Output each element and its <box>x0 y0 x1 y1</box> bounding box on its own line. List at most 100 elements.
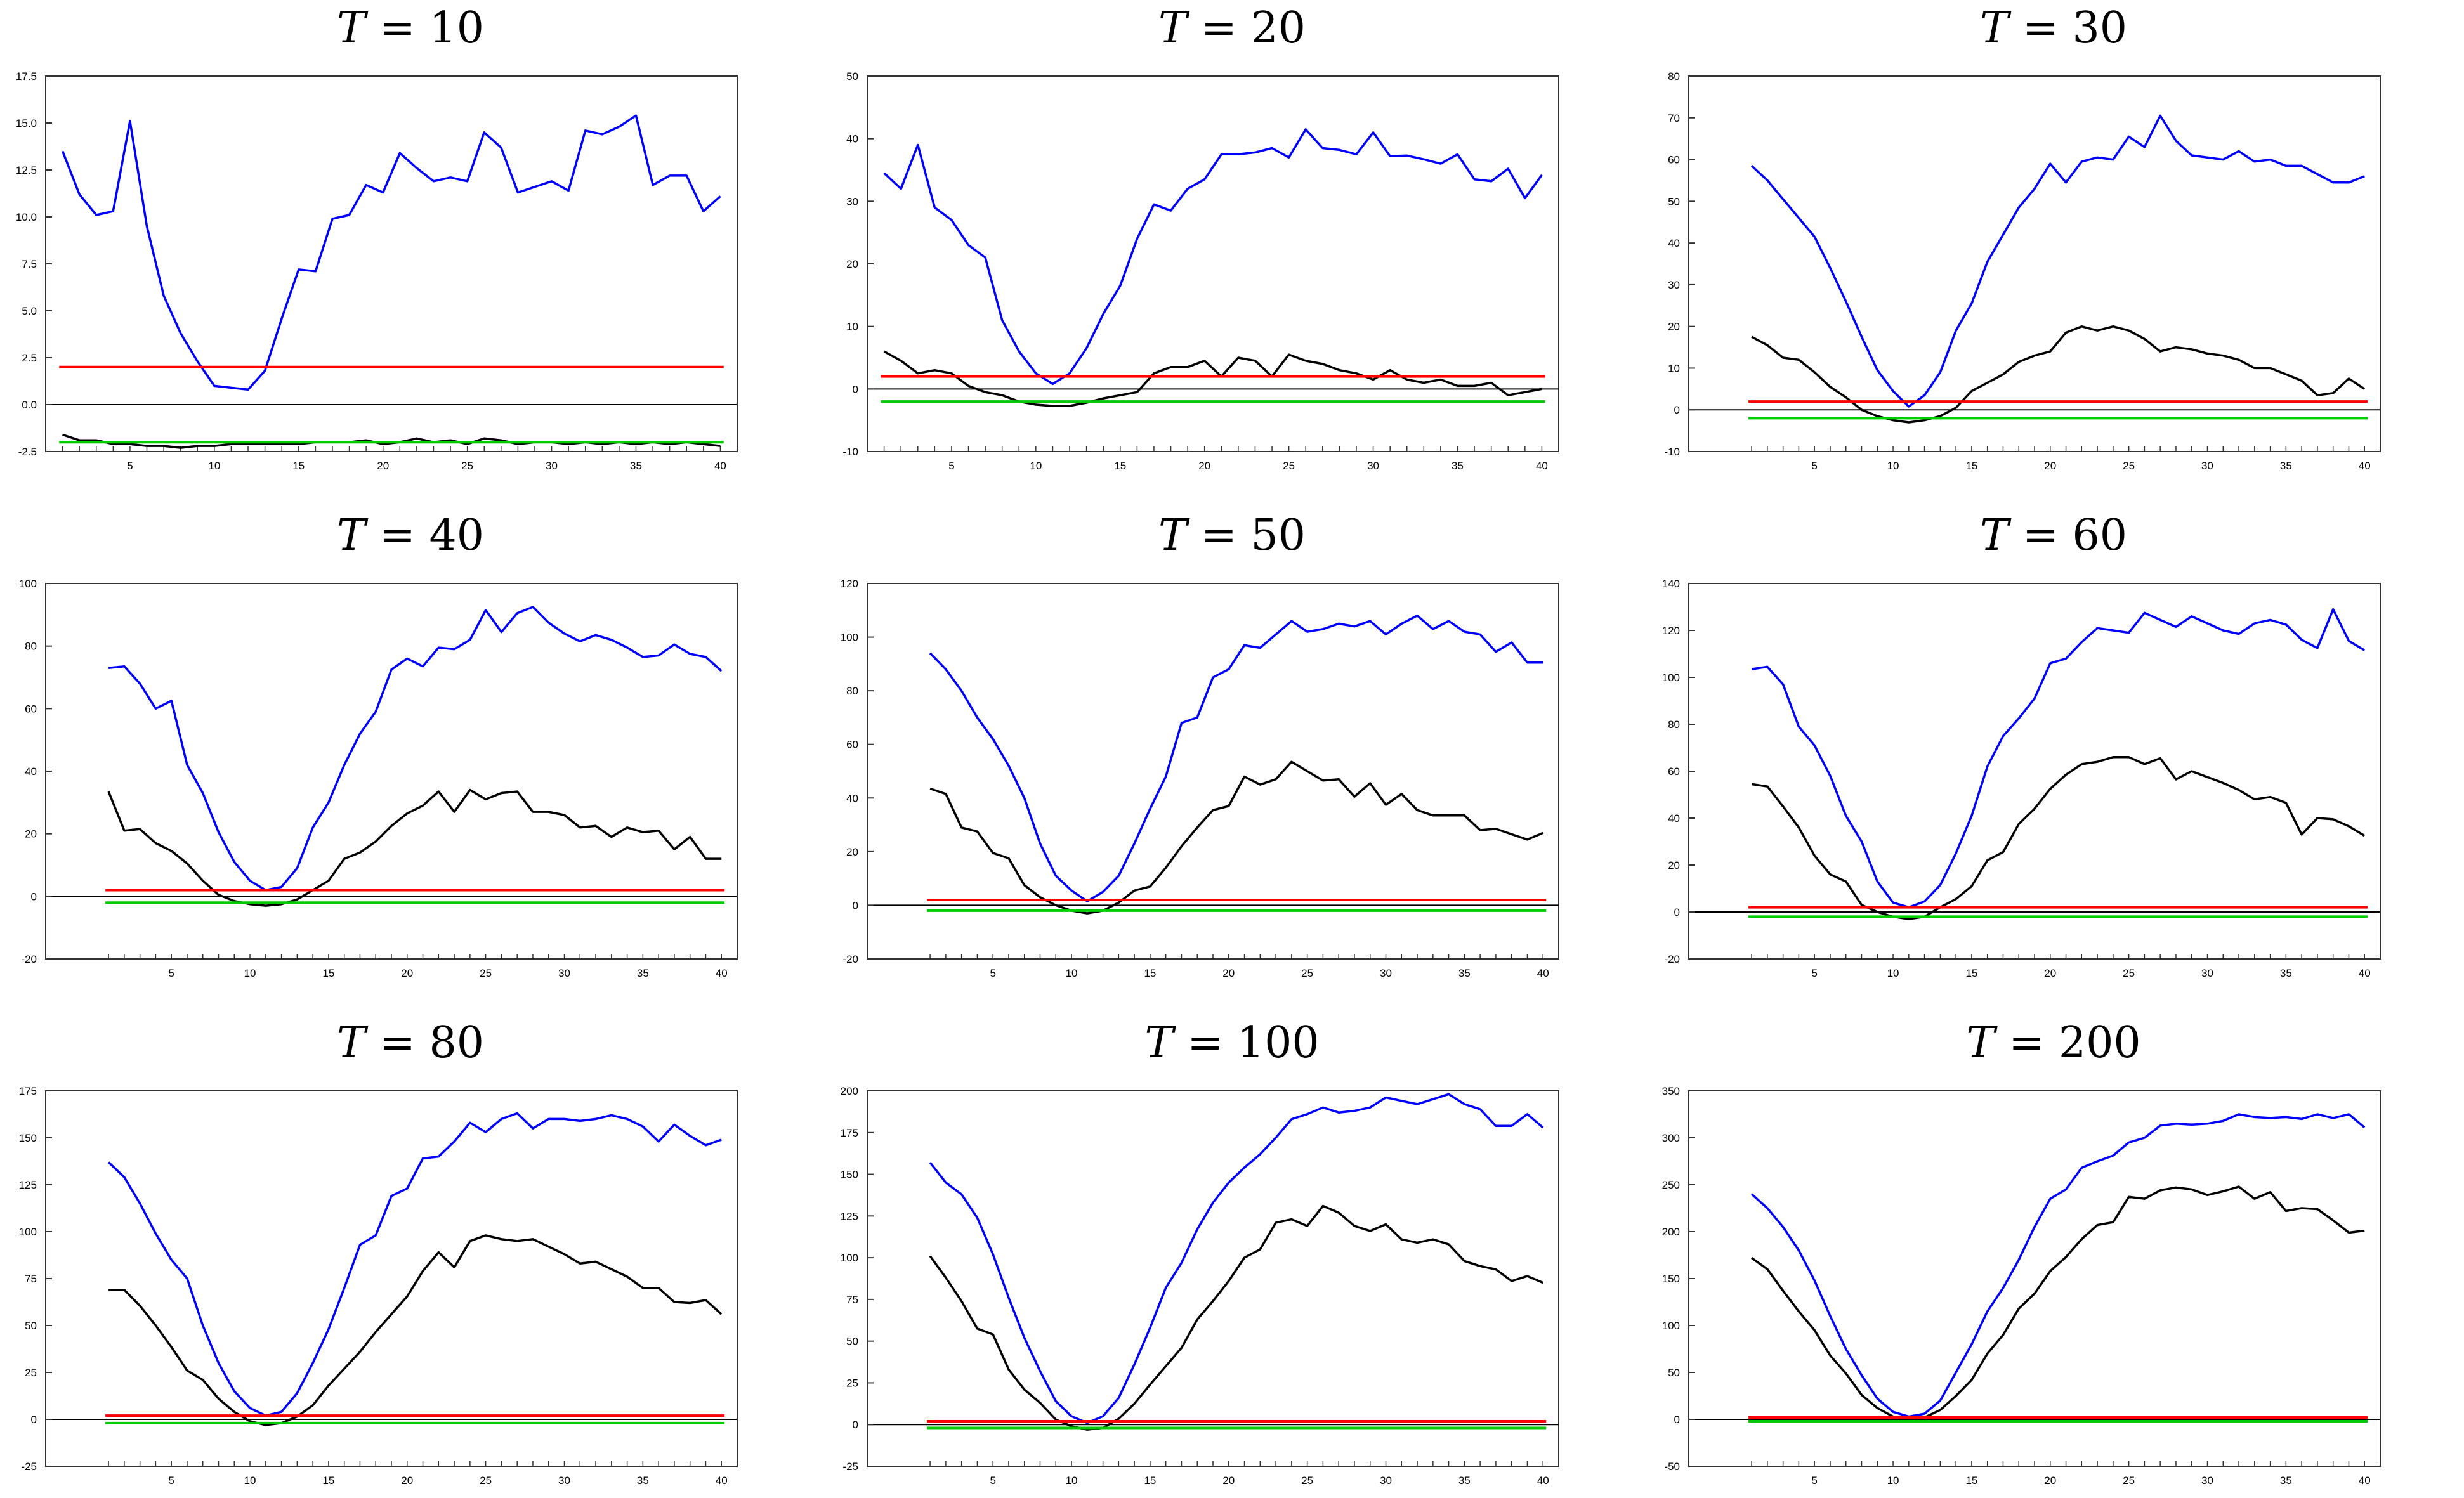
x-tick-label: 20 <box>1222 967 1235 979</box>
chart-panel: T = 100 -25 0 25 50 75 100 125 150 175 200 5 10 15 20 2… <box>822 1015 1642 1498</box>
y-tick-label: 10 <box>846 321 858 333</box>
y-tick-label: 80 <box>846 685 858 697</box>
y-tick-label: 250 <box>1662 1179 1680 1191</box>
x-tick-label: 25 <box>480 967 492 979</box>
x-tick-label: 25 <box>1301 967 1313 979</box>
y-tick-label: 0 <box>1674 1414 1680 1426</box>
x-tick-label: 15 <box>1144 1475 1156 1487</box>
y-tick-label: 150 <box>19 1132 37 1144</box>
title-equals: = <box>1173 1018 1237 1068</box>
title-equals: = <box>1187 511 1251 561</box>
series-blue-line <box>108 606 723 892</box>
x-tick-label: 25 <box>2123 1475 2135 1487</box>
y-tick-label: -10 <box>842 446 858 458</box>
y-tick-label: 200 <box>1662 1226 1680 1238</box>
title-equals: = <box>365 511 429 561</box>
line-chart: -20 0 20 40 60 80 100 120 5 10 15 20 25 30 35 40 <box>841 578 1559 979</box>
y-tick-label: 12.5 <box>16 164 37 176</box>
x-tick-label: 15 <box>1965 967 1977 979</box>
x-tick-label: 30 <box>1367 460 1379 472</box>
line-chart: -10 0 10 20 30 40 50 60 70 80 5 10 15 20 25 30 35 40 <box>1664 70 2381 472</box>
y-tick-label: -20 <box>21 953 37 965</box>
y-tick-label: 175 <box>841 1127 858 1139</box>
y-tick-label: 120 <box>841 578 858 590</box>
y-tick-label: 0 <box>1674 404 1680 416</box>
y-tick-label: 7.5 <box>22 258 37 270</box>
chart-title: T = 40 <box>0 507 821 564</box>
y-tick-label: -20 <box>1664 953 1680 965</box>
line-chart: -10 0 10 20 30 40 50 5 10 15 20 25 30 35 40 <box>842 70 1559 472</box>
y-tick-label: 75 <box>846 1294 858 1306</box>
x-tick-label: 5 <box>127 460 133 472</box>
x-tick-label: 35 <box>2280 460 2292 472</box>
figure-grid: T = 10 -2.5 0.0 2.5 5.0 7.5 10.0 12.5 15.0 17.5 5 1… <box>0 0 2381 1487</box>
title-value: 50 <box>1250 511 1306 561</box>
series-blue-line <box>1750 114 2365 408</box>
y-tick-label: 40 <box>1668 812 1680 824</box>
y-tick-label: -50 <box>1664 1461 1680 1473</box>
title-equals: = <box>1187 3 1251 53</box>
y-tick-label: 70 <box>1668 112 1680 124</box>
title-variable: T <box>1979 511 2009 561</box>
y-tick-label: 0.0 <box>22 399 37 411</box>
chart-panel: T = 20 -10 0 10 20 30 40 50 5 10 15 20 25 30 35 40 <box>822 0 1642 483</box>
x-tick-label: 25 <box>2123 967 2135 979</box>
y-tick-label: -20 <box>842 953 858 965</box>
y-tick-label: 40 <box>25 765 37 778</box>
line-chart: -2.5 0.0 2.5 5.0 7.5 10.0 12.5 15.0 17.5 5 10 15 20 2… <box>16 70 738 472</box>
y-tick-label: 80 <box>1668 719 1680 731</box>
y-tick-label: 0 <box>1674 906 1680 918</box>
series-blue-line <box>107 1112 722 1417</box>
x-tick-label: 5 <box>948 460 954 472</box>
x-tick-label: 35 <box>630 460 642 472</box>
title-variable: T <box>1144 1018 1174 1068</box>
x-tick-label: 20 <box>1198 460 1210 472</box>
x-tick-label: 5 <box>168 967 174 979</box>
x-tick-label: 5 <box>1811 1475 1817 1487</box>
x-tick-label: 30 <box>1380 1475 1392 1487</box>
y-tick-label: 60 <box>1668 765 1680 778</box>
x-tick-label: 20 <box>2044 967 2056 979</box>
y-tick-label: 40 <box>846 133 858 145</box>
y-tick-label: 20 <box>846 258 858 270</box>
line-chart: -25 0 25 50 75 100 125 150 175 200 5 10 15 20 25 30 35 40 <box>841 1085 1559 1487</box>
y-tick-label: 125 <box>841 1210 858 1222</box>
x-tick-label: 35 <box>2280 967 2292 979</box>
y-tick-label: 15.0 <box>16 117 37 129</box>
y-tick-label: 80 <box>25 641 37 653</box>
x-tick-label: 30 <box>546 460 558 472</box>
series-black-line <box>929 1204 1543 1431</box>
x-tick-label: 35 <box>637 1475 649 1487</box>
x-tick-label: 15 <box>1114 460 1126 472</box>
x-tick-label: 15 <box>1965 460 1977 472</box>
y-tick-label: 50 <box>1668 195 1680 207</box>
y-tick-label: 20 <box>846 846 858 858</box>
y-tick-label: 150 <box>841 1169 858 1181</box>
x-tick-label: 10 <box>244 1475 256 1487</box>
y-tick-label: 50 <box>846 1336 858 1348</box>
x-tick-label: 10 <box>1030 460 1042 472</box>
chart-title: T = 100 <box>822 1015 1642 1072</box>
y-tick-label: 10 <box>1668 362 1680 374</box>
y-tick-label: 100 <box>1662 672 1680 684</box>
y-tick-label: 60 <box>846 739 858 751</box>
x-tick-label: 40 <box>2359 967 2371 979</box>
x-tick-label: 5 <box>990 967 995 979</box>
series-black-line <box>1751 325 2366 424</box>
title-value: 20 <box>1250 3 1306 53</box>
y-tick-label: 140 <box>1662 578 1680 590</box>
y-tick-label: 75 <box>25 1273 37 1285</box>
x-tick-label: 40 <box>2359 1475 2371 1487</box>
title-equals: = <box>365 1018 429 1068</box>
x-tick-label: 15 <box>322 1475 334 1487</box>
y-tick-label: 80 <box>1668 70 1680 82</box>
line-chart: -20 0 20 40 60 80 100 5 10 15 20 25 30 35 40 <box>19 578 738 979</box>
x-tick-label: 15 <box>292 460 305 472</box>
chart-title: T = 80 <box>0 1015 821 1072</box>
title-value: 60 <box>2072 511 2128 561</box>
x-tick-label: 10 <box>1066 967 1078 979</box>
x-tick-label: 25 <box>480 1475 492 1487</box>
chart-title: T = 20 <box>822 0 1642 57</box>
y-tick-label: 5.0 <box>22 305 37 317</box>
series-black-line <box>1751 1185 2365 1421</box>
